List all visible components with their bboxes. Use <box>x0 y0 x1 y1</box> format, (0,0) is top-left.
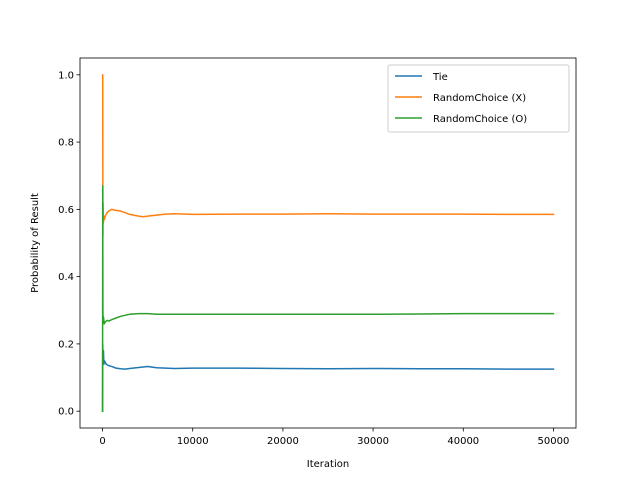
series-layer <box>101 74 555 412</box>
plot-area-frame <box>79 57 577 429</box>
y-tick-label: 0.8 <box>58 138 74 149</box>
x-tick-label: 40000 <box>447 436 479 447</box>
y-axis-label: Probability of Result <box>30 193 41 293</box>
y-tick-label: 0.2 <box>58 339 74 350</box>
x-tick-label: 0 <box>99 436 105 447</box>
x-tick-label: 30000 <box>357 436 389 447</box>
series-line-2 <box>101 74 555 238</box>
x-tick-label: 50000 <box>538 436 570 447</box>
x-tick-label: 20000 <box>267 436 299 447</box>
legend-label: Tie <box>432 72 448 83</box>
x-tick-label: 10000 <box>177 436 209 447</box>
legend: Tie RandomChoice (X) RandomChoice (O) <box>387 64 570 133</box>
legend-frame <box>387 64 570 133</box>
y-tick-label: 0.0 <box>58 407 74 418</box>
legend-label: RandomChoice (O) <box>433 114 527 125</box>
y-tick-label: 0.6 <box>58 205 74 216</box>
x-axis: 0 10000 20000 30000 40000 50000 <box>99 428 569 447</box>
series-line-3 <box>101 185 555 412</box>
legend-label: RandomChoice (X) <box>433 93 526 104</box>
y-tick-label: 1.0 <box>58 70 74 81</box>
y-tick-label: 0.4 <box>58 272 74 283</box>
y-axis: 0.0 0.2 0.4 0.6 0.8 1.0 <box>58 70 80 418</box>
series-line-1 <box>101 343 555 412</box>
x-axis-label: Iteration <box>307 459 349 470</box>
